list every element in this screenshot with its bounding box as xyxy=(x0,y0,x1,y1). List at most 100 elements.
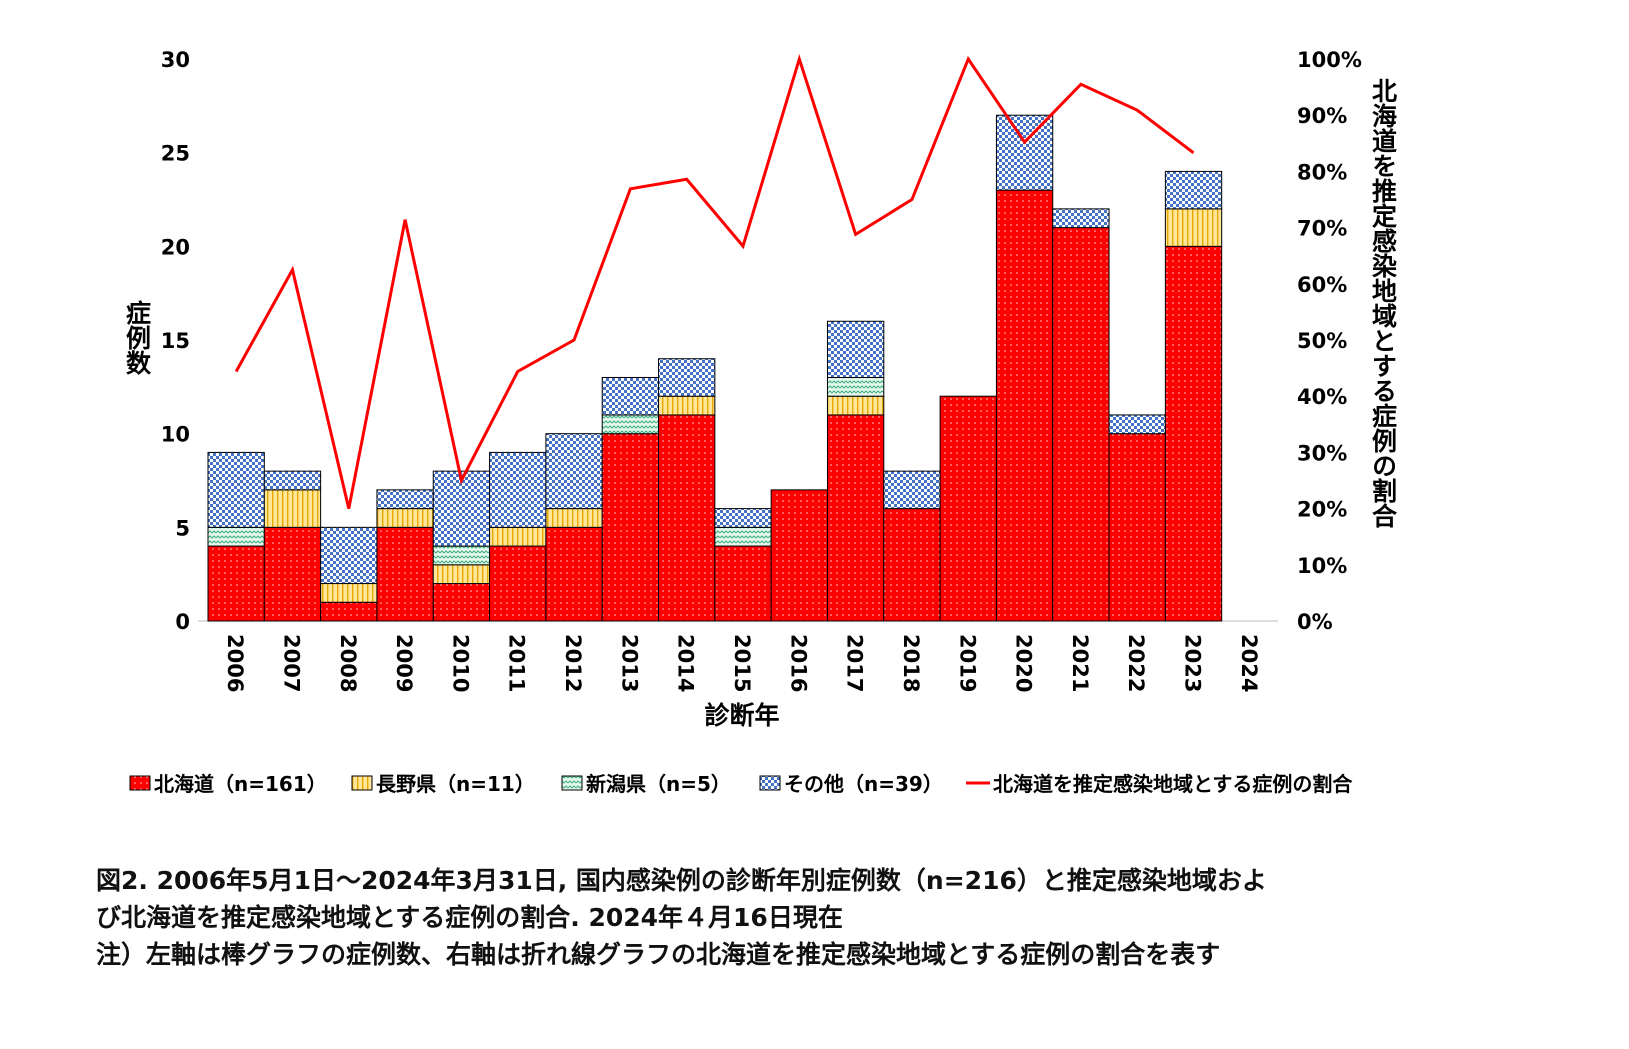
x-tick-label: 2006 xyxy=(223,634,247,692)
bar-segment-2008-3 xyxy=(320,526,378,585)
x-tick-label: 2008 xyxy=(336,634,360,692)
bar-segment-2023-0 xyxy=(1164,245,1223,622)
bar-segment-2008-0 xyxy=(320,601,378,622)
bar-segment-2010-1 xyxy=(432,564,491,585)
bar-segment-2015-3 xyxy=(714,508,772,528)
bar-segment-2023-3 xyxy=(1164,170,1223,210)
bar-segment-2020-3 xyxy=(995,114,1054,191)
x-tick-label: 2013 xyxy=(617,634,641,692)
y-tick-label: 25 xyxy=(161,142,190,166)
bar-segment-2011-3 xyxy=(489,451,547,528)
x-tick-label: 2012 xyxy=(561,634,585,692)
bar-segment-2017-1 xyxy=(826,395,885,416)
y2-tick-label: 40% xyxy=(1297,385,1347,409)
bar-segment-2009-3 xyxy=(376,489,434,510)
x-tick-label: 2014 xyxy=(674,634,698,692)
bar-segment-2009-1 xyxy=(376,508,434,528)
x-tick-label: 2019 xyxy=(955,634,979,692)
bar-segment-2014-3 xyxy=(658,358,716,397)
legend-label: 新潟県（n=5） xyxy=(586,772,731,796)
y2-tick-label: 0% xyxy=(1297,610,1333,634)
bar-segment-2015-0 xyxy=(714,545,772,622)
bar-segment-2019-0 xyxy=(939,395,997,622)
x-tick-label: 2015 xyxy=(730,634,754,692)
y2-tick-label: 60% xyxy=(1297,273,1347,297)
legend-swatch xyxy=(759,775,781,791)
y2-tick-label: 10% xyxy=(1297,554,1347,578)
x-tick-label: 2010 xyxy=(448,634,472,692)
y2-tick-label: 70% xyxy=(1297,217,1347,241)
y2-axis-label: 北海道を推定感染地域とする症例の割合 xyxy=(1369,78,1398,528)
bar-segment-2011-0 xyxy=(489,545,547,622)
bar-segment-2013-0 xyxy=(601,433,660,622)
bar-segment-2018-3 xyxy=(883,470,941,510)
bar-segment-2012-1 xyxy=(545,508,603,528)
x-tick-label: 2016 xyxy=(786,634,810,692)
x-tick-label: 2009 xyxy=(392,634,416,692)
bar-segment-2014-0 xyxy=(658,414,716,622)
x-tick-label: 2022 xyxy=(1124,634,1148,692)
x-tick-label: 2017 xyxy=(843,634,867,692)
y-tick-label: 0 xyxy=(175,610,190,634)
bar-segment-2010-0 xyxy=(432,583,491,622)
y2-tick-label: 50% xyxy=(1297,329,1347,353)
bar-segment-2006-2 xyxy=(207,526,265,547)
legend-swatch xyxy=(561,775,583,791)
legend-label: 長野県（n=11） xyxy=(376,772,535,796)
bar-segment-2011-1 xyxy=(489,526,547,547)
legend-label: 北海道（n=161） xyxy=(154,772,327,796)
y-tick-label: 15 xyxy=(161,329,190,353)
bar-segment-2018-0 xyxy=(883,508,941,622)
bar-segment-2022-0 xyxy=(1108,433,1166,622)
y2-tick-label: 80% xyxy=(1297,160,1347,184)
x-axis-label: 診断年 xyxy=(704,701,779,730)
x-tick-label: 2021 xyxy=(1068,634,1092,692)
bar-segment-2022-3 xyxy=(1108,414,1166,435)
bar-segment-2013-3 xyxy=(601,376,660,416)
y-tick-label: 10 xyxy=(161,423,190,447)
x-tick-label: 2007 xyxy=(279,634,303,692)
bar-segment-2006-3 xyxy=(207,451,265,528)
y2-tick-label: 100% xyxy=(1297,48,1362,72)
bar-segment-2021-0 xyxy=(1052,227,1110,622)
y2-tick-label: 20% xyxy=(1297,498,1347,522)
bar-segment-2017-3 xyxy=(826,320,885,378)
bar-segment-2006-0 xyxy=(207,545,265,622)
x-tick-label: 2024 xyxy=(1237,634,1261,692)
stacked-bar-line-chart: 0 5 10 15 20 25 30 0% 10% 20% 30% 40% 50% 60% 70% 80% 90… xyxy=(123,48,1398,796)
figure-caption-line1: 図2. 2006年5月1日～2024年3月31日, 国内感染例の診断年別症例数（… xyxy=(96,866,1267,895)
figure-caption-line2: び北海道を推定感染地域とする症例の割合. 2024年４月16日現在 xyxy=(96,903,843,932)
bar-segment-2007-1 xyxy=(263,489,322,528)
y-tick-label: 5 xyxy=(175,516,190,540)
bar-segment-2012-0 xyxy=(545,526,603,622)
bar-segment-2009-0 xyxy=(376,526,434,622)
legend-swatch xyxy=(351,775,373,791)
figure-caption-line3: 注）左軸は棒グラフの症例数、右軸は折れ線グラフの北海道を推定感染地域とする症例の… xyxy=(96,940,1221,969)
y2-tick-label: 90% xyxy=(1297,104,1347,128)
bar-segment-2007-0 xyxy=(263,526,322,622)
y-axis-label: 症例数 xyxy=(123,299,152,376)
y2-tick-label: 30% xyxy=(1297,441,1347,465)
bar-segment-2023-1 xyxy=(1164,208,1223,247)
bar-segment-2016-0 xyxy=(770,489,828,622)
bar-segment-2013-2 xyxy=(601,414,660,435)
y-tick-label: 30 xyxy=(161,48,190,72)
proportion-line xyxy=(234,53,1195,509)
legend-label: 北海道を推定感染地域とする症例の割合 xyxy=(993,772,1353,796)
bar-segment-2008-1 xyxy=(320,583,378,603)
bar-segment-2021-3 xyxy=(1052,208,1110,229)
x-tick-label: 2020 xyxy=(1012,634,1036,692)
y-tick-label: 20 xyxy=(161,235,190,259)
legend-label: その他（n=39） xyxy=(784,772,943,796)
bar-segment-2017-0 xyxy=(826,414,885,622)
legend-swatch xyxy=(129,775,151,791)
bar-segment-2014-1 xyxy=(658,395,716,416)
x-tick-label: 2011 xyxy=(505,634,529,692)
x-tick-label: 2018 xyxy=(899,634,923,692)
x-tick-label: 2023 xyxy=(1181,634,1205,692)
bar-segment-2017-2 xyxy=(826,376,885,397)
bar-segment-2020-0 xyxy=(995,189,1054,622)
bar-segment-2012-3 xyxy=(545,433,603,510)
bar-segment-2007-3 xyxy=(263,470,322,491)
bar-segment-2015-2 xyxy=(714,526,772,547)
